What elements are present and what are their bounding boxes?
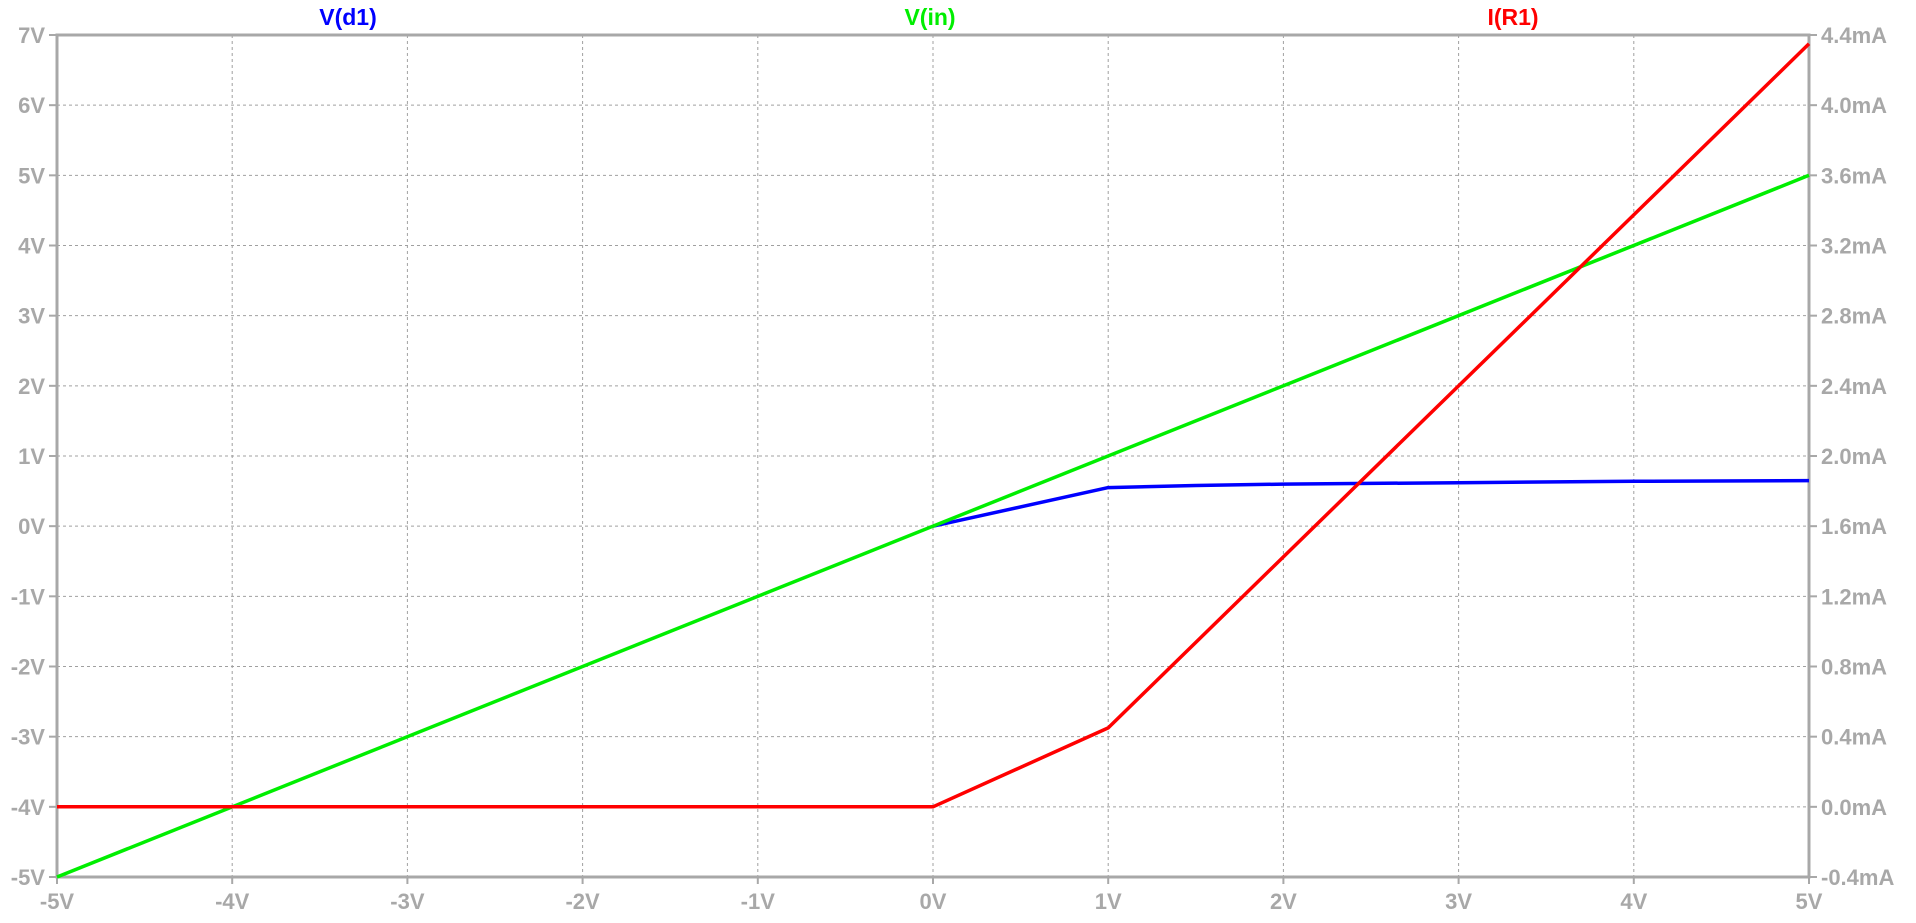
x-tick-label: 2V <box>1270 889 1297 914</box>
trace-v-in- <box>56 173 1810 879</box>
y-right-tick-label: 3.6mA <box>1821 163 1887 188</box>
left-axis-ticks: 7V 6V 5V 4V 3V 2V 1V 0V -1V -2V -3V -4V -5V <box>11 23 57 890</box>
x-tick-label: -1V <box>741 889 776 914</box>
x-tick-label: 0V <box>920 889 947 914</box>
y-left-tick-label: -5V <box>11 865 46 890</box>
y-right-tick-label: 4.4mA <box>1821 23 1887 48</box>
y-right-tick-label: 0.8mA <box>1821 655 1887 680</box>
y-right-tick-label: 2.4mA <box>1821 374 1887 399</box>
y-right-tick-label: 0.4mA <box>1821 725 1887 750</box>
y-left-tick-label: 2V <box>18 374 45 399</box>
y-left-tick-label: 7V <box>18 23 45 48</box>
y-left-tick-label: -1V <box>11 584 46 609</box>
y-left-tick-label: -2V <box>11 655 46 680</box>
x-tick-label: -5V <box>40 889 75 914</box>
x-axis-ticks: -5V -4V -3V -2V -1V 0V 1V 2V 3V 4V 5V <box>40 877 1823 914</box>
x-tick-label: -3V <box>390 889 425 914</box>
x-tick-label: 5V <box>1796 889 1823 914</box>
trace-label-v-d1-[interactable]: V(d1) <box>319 4 377 30</box>
y-right-tick-label: 4.0mA <box>1821 93 1887 118</box>
y-right-tick-label: -0.4mA <box>1821 865 1894 890</box>
x-tick-label: -4V <box>215 889 250 914</box>
y-right-tick-label: 3.2mA <box>1821 234 1887 259</box>
y-right-tick-label: 2.0mA <box>1821 444 1887 469</box>
y-right-tick-label: 1.6mA <box>1821 514 1887 539</box>
y-right-tick-label: 2.8mA <box>1821 304 1887 329</box>
trace-label-i-r1-[interactable]: I(R1) <box>1487 4 1538 30</box>
trace-v-d1- <box>932 478 1810 528</box>
y-left-tick-label: -4V <box>11 795 46 820</box>
x-tick-label: 3V <box>1445 889 1472 914</box>
x-tick-label: 1V <box>1095 889 1122 914</box>
x-tick-label: -2V <box>565 889 600 914</box>
y-left-tick-label: -3V <box>11 725 46 750</box>
y-left-tick-label: 0V <box>18 514 45 539</box>
y-left-tick-label: 1V <box>18 444 45 469</box>
x-tick-label: 4V <box>1620 889 1647 914</box>
y-left-tick-label: 4V <box>18 234 45 259</box>
y-right-tick-label: 0.0mA <box>1821 795 1887 820</box>
y-left-tick-label: 5V <box>18 163 45 188</box>
right-axis-ticks: 4.4mA 4.0mA 3.6mA 3.2mA 2.8mA 2.4mA 2.0mA 1.6mA… <box>1809 23 1894 890</box>
trace-label-v-in-[interactable]: V(in) <box>904 4 955 30</box>
trace-labels[interactable]: V(d1) V(in) I(R1) <box>319 4 1538 30</box>
trace-i-r1- <box>57 42 1811 809</box>
y-left-tick-label: 3V <box>18 304 45 329</box>
y-left-tick-label: 6V <box>18 93 45 118</box>
grid-lines <box>57 35 1809 877</box>
traces <box>56 42 1811 879</box>
y-right-tick-label: 1.2mA <box>1821 584 1887 609</box>
